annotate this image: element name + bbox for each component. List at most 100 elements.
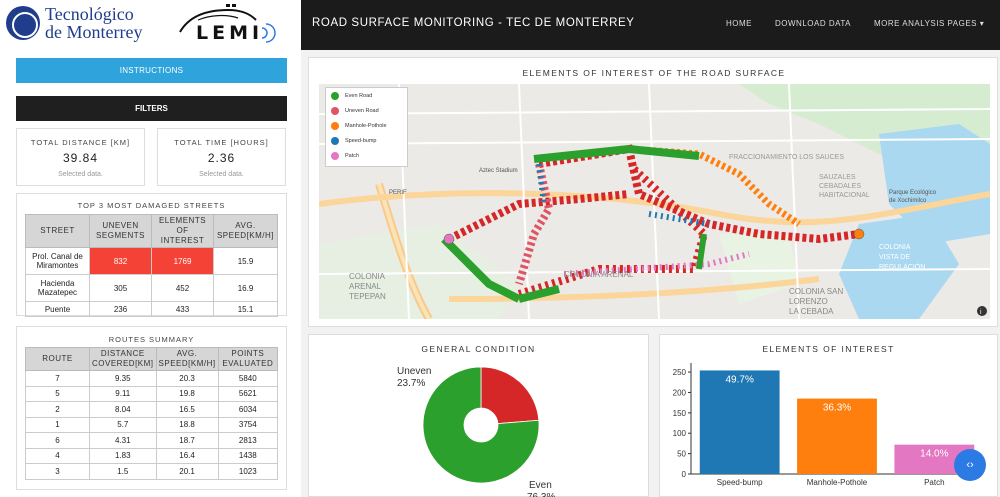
map-label: COLONIA [349, 272, 386, 281]
col-street[interactable]: STREET [25, 214, 90, 248]
y-tick-label: 150 [673, 409, 687, 418]
general-condition-title: GENERAL CONDITION [421, 344, 536, 354]
col-avg-speed[interactable]: AVG. SPEED[KM/H] [155, 347, 219, 371]
legend-swatch [331, 136, 339, 145]
legend-label: Manhole-Pothole [345, 122, 387, 129]
avg-speed-cell: 19.8 [155, 385, 219, 402]
tec-line-2: de Monterrey [45, 22, 143, 42]
nav-home[interactable]: HOME [726, 19, 752, 28]
avg-speed-cell: 16.5 [155, 401, 219, 418]
table-row: 3 1.5 20.1 1023 [25, 463, 279, 480]
tec-seal-icon [6, 6, 40, 40]
avg-speed-cell: 15.9 [213, 247, 278, 275]
table-row: 4 1.83 16.4 1438 [25, 447, 279, 464]
elements-of-interest-chart[interactable]: 0 50 100 150 200 250 49.7% Speed-bump 36.3% Manho… [660, 348, 999, 497]
bar-manhole-pothole[interactable] [797, 398, 877, 474]
distance-cell: 4.31 [89, 432, 157, 449]
col-avg-speed[interactable]: AVG. SPEED[KM/H] [213, 214, 278, 248]
instructions-button[interactable]: INSTRUCTIONS [16, 58, 287, 83]
col-distance[interactable]: DISTANCE COVERED[KM] [89, 347, 157, 371]
points-cell: 2813 [217, 432, 279, 449]
pie-label: Even [529, 480, 552, 491]
x-tick-label: Manhole-Pothole [807, 478, 868, 487]
total-time-sub: Selected data. [199, 171, 244, 178]
left-sidebar: Tecnológico de Monterrey LEMI INSTRUCTIO… [0, 0, 301, 497]
table-row: 2 8.04 16.5 6034 [25, 401, 279, 418]
legend-item[interactable]: Speed-bump [326, 133, 407, 148]
road-map[interactable]: COLONIA ARENAL COLONIA ARENAL TEPEPAN CO… [319, 84, 990, 319]
col-elements-of-interest[interactable]: ELEMENTS OF INTEREST [151, 214, 214, 248]
map-canvas: COLONIA ARENAL COLONIA ARENAL TEPEPAN CO… [319, 84, 990, 319]
legend-swatch [331, 91, 339, 100]
damaged-streets-title: TOP 3 MOST DAMAGED STREETS [77, 201, 226, 210]
map-label: CEBADALES [819, 183, 861, 190]
legend-item[interactable]: Patch [326, 148, 407, 163]
map-label: HABITACIONAL [819, 192, 870, 199]
bar-value-label: 49.7% [725, 374, 753, 385]
tec-wordmark: Tecnológico de Monterrey [45, 5, 142, 41]
pie-value-label: 23.7% [397, 378, 425, 389]
col-uneven-segments[interactable]: UNEVEN SEGMENTS [89, 214, 152, 248]
distance-cell: 1.83 [89, 447, 157, 464]
nav-more-analysis[interactable]: MORE ANALYSIS PAGES ▾ [874, 19, 985, 28]
distance-cell: 1.5 [89, 463, 157, 480]
col-route[interactable]: ROUTE [25, 347, 90, 371]
route-cell: 6 [25, 432, 90, 449]
distance-cell: 9.11 [89, 385, 157, 402]
col-points[interactable]: POINTS EVALUATED [217, 347, 279, 371]
map-label: FRACCIONAMIENTO LOS SAUCES [729, 154, 844, 161]
uneven-segments-cell: 305 [89, 274, 152, 302]
distance-cell: 5.7 [89, 416, 157, 433]
x-tick-label: Speed-bump [717, 478, 763, 487]
logo-bar: Tecnológico de Monterrey LEMI [0, 0, 301, 50]
elements-of-interest-title: ELEMENTS OF INTEREST [762, 344, 895, 354]
uneven-segments-cell: 832 [89, 247, 152, 275]
total-distance-sub: Selected data. [58, 171, 103, 178]
map-label: VISTA DE [879, 254, 910, 261]
avg-speed-cell: 16.9 [213, 274, 278, 302]
avg-speed-cell: 20.3 [155, 370, 219, 387]
y-tick-label: 250 [673, 368, 687, 377]
damaged-streets-table: STREET UNEVEN SEGMENTS ELEMENTS OF INTER… [25, 214, 278, 317]
route-cell: 3 [25, 463, 90, 480]
legend-item[interactable]: Even Road [326, 88, 407, 103]
map-label: COLONIA ARENAL [564, 270, 634, 279]
avg-speed-cell: 16.4 [155, 447, 219, 464]
pie-slice-uneven[interactable] [480, 366, 540, 425]
map-label: Parque Ecológico [889, 190, 937, 196]
pie-value-label: 76.3% [527, 492, 555, 497]
distance-cell: 8.04 [89, 401, 157, 418]
filters-button[interactable]: FILTERS [16, 96, 287, 121]
route-cell: 5 [25, 385, 90, 402]
routes-summary-panel: ROUTES SUMMARY ROUTE DISTANCE COVERED[KM… [16, 326, 287, 490]
table-row: 5 9.11 19.8 5621 [25, 385, 279, 402]
map-label: PERIF [389, 190, 407, 196]
points-cell: 1023 [217, 463, 279, 480]
total-time-value: 2.36 [207, 151, 236, 165]
elements-cell: 1769 [151, 247, 214, 275]
legend-item[interactable]: Manhole-Pothole [326, 118, 407, 133]
legend-label: Uneven Road [345, 107, 379, 114]
bar-value-label: 14.0% [920, 449, 948, 460]
legend-item[interactable]: Uneven Road [326, 103, 407, 118]
legend-swatch [331, 151, 339, 160]
map-info-icon[interactable] [977, 306, 987, 316]
elements-of-interest-panel: ELEMENTS OF INTEREST 0 50 100 150 200 250 49.7… [659, 334, 998, 497]
map-label: TEPEPAN [349, 292, 386, 301]
nav-download-data[interactable]: DOWNLOAD DATA [775, 19, 851, 28]
code-toggle-button[interactable]: ‹› [954, 449, 986, 481]
uneven-segments-cell: 236 [89, 301, 152, 317]
table-row: 6 4.31 18.7 2813 [25, 432, 279, 449]
table-row: 7 9.35 20.3 5840 [25, 370, 279, 387]
y-tick-label: 200 [673, 388, 687, 397]
pie-slice-even[interactable] [422, 366, 540, 484]
bar-speed-bump[interactable] [699, 370, 780, 474]
page-title: ROAD SURFACE MONITORING - TEC DE MONTERR… [312, 17, 635, 29]
distance-cell: 9.35 [89, 370, 157, 387]
map-label: REGULACIÓN [879, 262, 925, 271]
tec-logo[interactable]: Tecnológico de Monterrey [6, 5, 142, 41]
routes-summary-title: ROUTES SUMMARY [108, 335, 195, 344]
route-cell: 2 [25, 401, 90, 418]
street-name: Puente [25, 301, 90, 317]
